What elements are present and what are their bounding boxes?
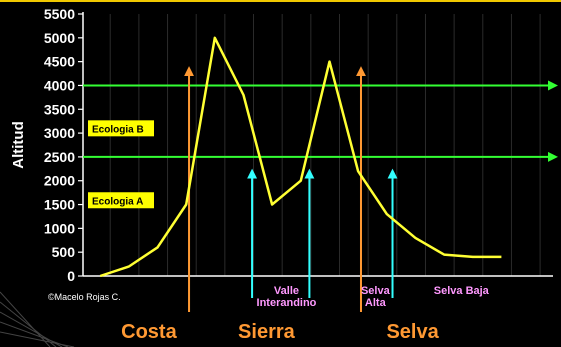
ecology-box-label: Ecologia A <box>92 196 143 207</box>
zone-label: Valle Interandino <box>257 285 317 309</box>
y-tick-label: 2500 <box>44 149 75 165</box>
credit-text: ©Macelo Rojas C. <box>48 292 121 302</box>
y-axis-label: Altitud <box>10 121 27 168</box>
y-tick-label: 0 <box>67 268 75 284</box>
ecology-box <box>88 120 154 137</box>
y-tick-label: 1500 <box>44 197 75 213</box>
altitude-line <box>99 36 502 278</box>
region-label: Selva <box>386 321 439 343</box>
decorative-stroke <box>0 301 57 347</box>
ecology-box-label: Ecologia B <box>92 124 144 135</box>
y-tick-label: 3000 <box>44 125 75 141</box>
region-label: Sierra <box>238 321 296 343</box>
y-tick-label: 1000 <box>44 220 75 236</box>
zone-label: Selva Baja <box>434 285 490 297</box>
ecology-box <box>88 192 154 209</box>
y-tick-label: 500 <box>52 244 76 260</box>
decorative-stroke <box>0 331 75 347</box>
decorative-stroke <box>0 321 69 347</box>
zone-label: Selva Alta <box>361 285 391 309</box>
decorative-stroke <box>0 291 51 347</box>
y-tick-label: 2000 <box>44 173 75 189</box>
y-tick-label: 4000 <box>44 77 75 93</box>
y-tick-label: 4500 <box>44 54 75 70</box>
y-tick-label: 5500 <box>44 6 75 22</box>
y-tick-label: 3500 <box>44 101 75 117</box>
y-tick-label: 5000 <box>44 30 75 46</box>
region-label: Costa <box>121 321 177 343</box>
